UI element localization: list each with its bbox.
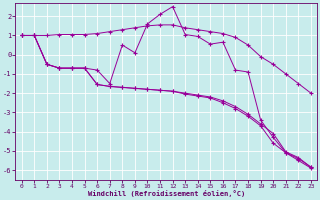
X-axis label: Windchill (Refroidissement éolien,°C): Windchill (Refroidissement éolien,°C) (88, 190, 245, 197)
